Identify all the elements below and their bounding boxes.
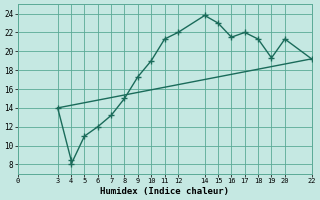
X-axis label: Humidex (Indice chaleur): Humidex (Indice chaleur) — [100, 187, 229, 196]
